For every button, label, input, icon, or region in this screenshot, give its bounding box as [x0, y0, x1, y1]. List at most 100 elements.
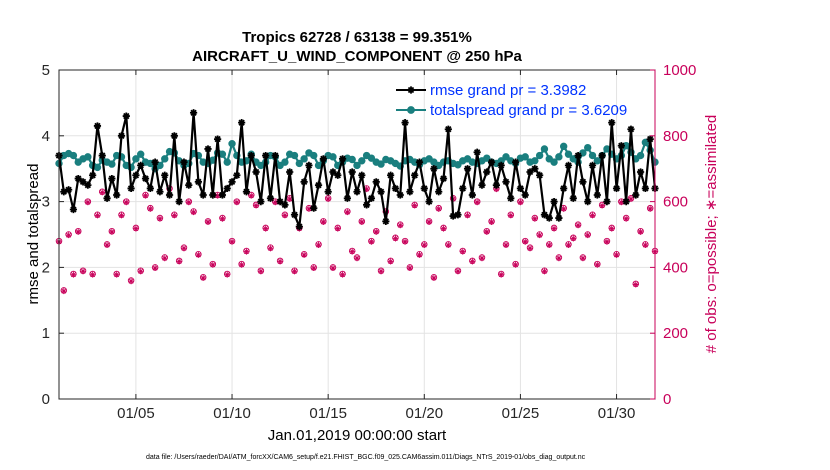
- rmse-point: [420, 184, 428, 193]
- obs-assimilated-point-shape: [647, 205, 654, 212]
- obs-assimilated-point: [647, 205, 654, 212]
- rmse-point-shape: [358, 171, 366, 179]
- obs-assimilated-point-shape: [315, 242, 322, 249]
- rmse-point-shape: [454, 211, 462, 219]
- obs-assimilated-point-shape: [142, 192, 149, 199]
- obs-assimilated-point: [334, 225, 341, 232]
- rmse-point: [478, 181, 486, 189]
- obs-assimilated-point: [147, 205, 154, 212]
- rmse-point: [411, 171, 419, 179]
- rmse-point-shape: [641, 184, 649, 193]
- rmse-point-shape: [286, 168, 294, 176]
- rmse-point-shape: [137, 161, 145, 170]
- obs-assimilated-point-shape: [421, 242, 428, 249]
- obs-assimilated-point-shape: [430, 274, 437, 281]
- rmse-point: [459, 184, 467, 193]
- obs-assimilated-point-shape: [589, 212, 596, 219]
- obs-assimilated-point-shape: [392, 235, 399, 242]
- rmse-point-shape: [204, 145, 212, 153]
- rmse-point: [252, 168, 260, 176]
- obs-assimilated-point: [128, 278, 135, 285]
- rmse-point-shape: [569, 194, 577, 202]
- rmse-point: [117, 132, 126, 140]
- obs-assimilated-point: [205, 218, 211, 225]
- totalspread-point: [132, 155, 140, 163]
- obs-assimilated-point-shape: [478, 255, 485, 262]
- rmse-point-shape: [132, 171, 140, 179]
- rmse-point-shape: [406, 188, 414, 196]
- obs-assimilated-point: [99, 189, 106, 196]
- rmse-point: [194, 178, 202, 186]
- rmse-point-shape: [324, 188, 332, 196]
- obs-assimilated-point: [373, 228, 380, 235]
- legend-marker-totalspread: [407, 106, 415, 114]
- rmse-point-shape: [146, 184, 154, 193]
- obs-assimilated-point: [536, 232, 543, 239]
- rmse-point: [84, 181, 92, 189]
- obs-assimilated-point-shape: [344, 209, 351, 216]
- obs-assimilated-point-shape: [325, 195, 332, 202]
- rmse-point: [439, 174, 448, 183]
- totalspread-point: [223, 158, 231, 166]
- rmse-point-shape: [281, 201, 289, 209]
- obs-assimilated-point: [315, 242, 322, 249]
- rmse-point: [627, 125, 635, 133]
- obs-assimilated-point-shape: [89, 271, 96, 278]
- rmse-point-shape: [175, 198, 183, 206]
- obs-assimilated-point-shape: [378, 268, 385, 275]
- rmse-point-shape: [257, 198, 265, 206]
- x-tick-label: 01/05: [117, 405, 155, 422]
- rmse-point: [603, 198, 611, 206]
- obs-assimilated-point-shape: [185, 199, 192, 206]
- rmse-point: [286, 168, 294, 176]
- obs-assimilated-point-shape: [113, 271, 120, 278]
- y-tick-label: 5: [42, 62, 50, 79]
- rmse-point-shape: [487, 158, 496, 166]
- rmse-point-shape: [262, 151, 270, 160]
- obs-assimilated-point: [354, 255, 360, 262]
- rmse-point: [233, 171, 241, 179]
- rmse-point: [550, 198, 558, 206]
- rmse-point-shape: [79, 178, 87, 186]
- y-axis-label-right: # of obs: o=possible; ∗=assimilated: [703, 115, 720, 354]
- obs-assimilated-point-shape: [320, 218, 327, 225]
- legend-totalspread-dot: [407, 106, 415, 114]
- rmse-point: [444, 125, 452, 133]
- rmse-point-shape: [218, 191, 227, 199]
- y-tick-label: 3: [42, 194, 50, 211]
- rmse-point-shape: [276, 198, 284, 206]
- obs-assimilated-point-shape: [560, 205, 567, 212]
- obs-assimilated-point: [80, 268, 87, 275]
- obs-assimilated-point-shape: [637, 228, 644, 235]
- rmse-point-shape: [449, 212, 457, 220]
- obs-assimilated-point-shape: [152, 265, 159, 272]
- totalspread-point: [281, 158, 289, 166]
- x-tick-label: 01/10: [213, 405, 251, 422]
- rmse-point-shape: [463, 165, 472, 173]
- obs-assimilated-point: [411, 202, 418, 209]
- rmse-point: [228, 178, 236, 186]
- obs-assimilated-point-shape: [551, 225, 558, 232]
- obs-assimilated-point: [60, 288, 67, 295]
- obs-assimilated-point-shape: [603, 238, 610, 245]
- obs-assimilated-point-shape: [209, 261, 216, 268]
- obs-assimilated-point: [392, 235, 399, 242]
- rmse-point: [516, 184, 525, 193]
- obs-assimilated-point: [248, 192, 255, 199]
- rmse-point: [569, 194, 577, 202]
- obs-assimilated-point-shape: [291, 268, 298, 275]
- rmse-point: [377, 188, 385, 196]
- obs-assimilated-point-shape: [334, 225, 341, 232]
- rmse-point: [199, 191, 207, 199]
- rmse-point: [632, 191, 640, 199]
- rmse-point-shape: [439, 174, 448, 183]
- rmse-point: [574, 151, 582, 160]
- rmse-point-shape: [290, 211, 299, 219]
- rmse-point: [512, 158, 520, 166]
- obs-assimilated-point-shape: [248, 192, 255, 199]
- rmse-point-shape: [295, 223, 303, 231]
- legend: rmse grand pr = 3.3982 totalspread grand…: [396, 82, 627, 119]
- obs-assimilated-point-shape: [411, 202, 418, 209]
- obs-assimilated-point: [387, 258, 394, 265]
- rmse-point-shape: [314, 181, 323, 189]
